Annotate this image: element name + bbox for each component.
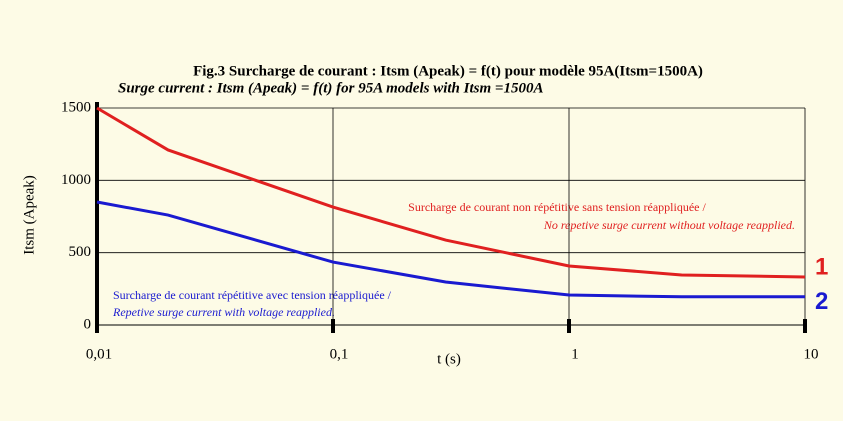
legend-label: 1 xyxy=(815,253,828,280)
annotation: Repetive surge current with voltage reap… xyxy=(112,305,335,319)
line xyxy=(96,200,805,299)
y-tick-label: 0 xyxy=(84,316,92,332)
annotation: No repetive surge current without voltag… xyxy=(543,218,795,232)
annotation: Surcharge de courant non répétitive sans… xyxy=(408,200,706,214)
y-tick-label: 1000 xyxy=(61,172,91,188)
legend-label: 2 xyxy=(815,288,828,315)
chart-subtitle: Surge current : Itsm (Apeak) = f(t) for … xyxy=(118,80,543,96)
annotation: Surcharge de courant répétitive avec ten… xyxy=(113,288,392,302)
x-tick-label: 0,01 xyxy=(86,346,112,362)
chart-title: Fig.3 Surcharge de courant : Itsm (Apeak… xyxy=(193,63,703,79)
y-tick-label: 1500 xyxy=(61,99,91,115)
x-tick-label: 1 xyxy=(571,346,579,362)
y-tick-label: 500 xyxy=(69,244,92,260)
line xyxy=(96,106,806,279)
x-tick-label: 10 xyxy=(804,346,819,362)
x-tick-label: 0,1 xyxy=(330,346,349,362)
y-axis-label: Itsm (Apeak) xyxy=(21,175,37,255)
x-axis-label: t (s) xyxy=(437,351,461,367)
